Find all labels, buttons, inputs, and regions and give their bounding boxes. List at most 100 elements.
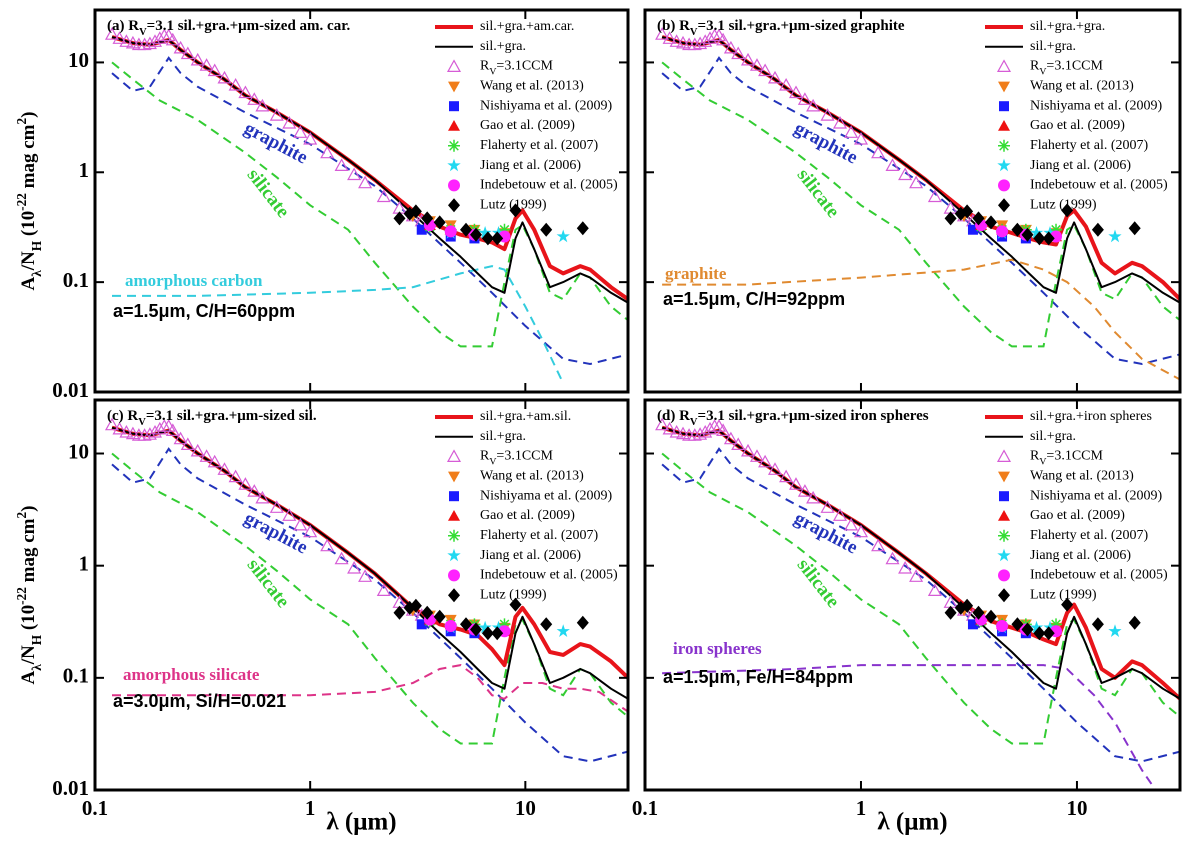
legend-label: Nishiyama et al. (2009) <box>1030 488 1163 503</box>
text-part: V <box>489 456 496 467</box>
data-point <box>944 605 957 620</box>
data-point <box>806 98 821 112</box>
legend-marker <box>449 101 459 112</box>
data-point <box>985 215 997 230</box>
data-point <box>702 421 718 435</box>
legend-marker <box>997 158 1011 172</box>
text-part: =3.1 sil.+gra.+μm-sized am. car. <box>147 18 351 34</box>
data-point <box>927 189 942 203</box>
legend-label: sil.+gra. <box>480 429 526 444</box>
text-part: R <box>480 449 490 464</box>
text-part: =3.1 sil.+gra.+μm-sized iron spheres <box>698 408 929 424</box>
legend-label: Wang et al. (2013) <box>1030 469 1134 484</box>
plot-area <box>104 417 628 763</box>
text-part: H <box>29 240 44 251</box>
component-label: amorphous carbon <box>125 271 263 290</box>
data-point <box>576 615 589 630</box>
data-point <box>152 421 167 435</box>
y-tick-label: 0.1 <box>63 664 89 688</box>
y-axis-label: Aλ/NH (10-22 mag cm2) <box>14 111 44 290</box>
panel-title: (a) RV=3.1 sil.+gra.+μm-sized am. car. <box>107 18 350 37</box>
component-label: iron spheres <box>673 639 762 658</box>
data-point <box>687 37 702 51</box>
data-point <box>393 605 406 620</box>
component-curve <box>111 56 628 366</box>
text-part: R <box>1030 449 1040 464</box>
data-point <box>675 35 691 49</box>
component-curve <box>661 452 1180 745</box>
data-point <box>871 538 886 552</box>
y-axis-label: Aλ/NH (10-22 mag cm2) <box>14 505 44 684</box>
data-point <box>540 617 553 632</box>
text-part: (10 <box>18 605 39 635</box>
data-point <box>125 426 140 440</box>
data-point <box>961 204 974 219</box>
data-point <box>740 443 756 457</box>
data-point <box>1061 203 1074 218</box>
data-point <box>269 108 284 121</box>
data-point <box>820 500 835 513</box>
text-part: mag cm <box>18 124 39 193</box>
data-point <box>165 423 180 436</box>
data-point <box>217 70 232 84</box>
legend-label: Gao et al. (2009) <box>1030 508 1125 523</box>
legend-marker <box>447 158 461 172</box>
data-point <box>416 619 427 630</box>
data-point <box>376 189 391 203</box>
data-point <box>334 158 349 171</box>
legend-label: Gao et al. (2009) <box>480 508 575 523</box>
component-curve <box>661 61 1180 348</box>
legend-marker <box>996 59 1012 73</box>
data-point <box>481 231 494 246</box>
legend-label: sil.+gra. <box>480 39 526 54</box>
model-curve <box>111 426 628 700</box>
data-point <box>909 569 924 582</box>
data-point <box>217 462 232 475</box>
legend-label: Indebetouw et al. (2005) <box>1030 178 1168 193</box>
x-axis-label: λ (μm) <box>326 809 396 836</box>
data-point <box>112 421 127 435</box>
legend-marker <box>998 198 1010 213</box>
data-point <box>662 421 677 435</box>
text-part: -22 <box>14 587 29 605</box>
data-point <box>655 27 670 40</box>
data-point <box>376 583 391 597</box>
data-point <box>269 500 284 513</box>
data-point <box>347 167 362 181</box>
data-point <box>491 231 504 246</box>
data-point <box>669 34 684 47</box>
legend-marker <box>998 120 1010 131</box>
legend-label: Flaherty et al. (2007) <box>1030 138 1149 153</box>
data-point <box>142 427 157 440</box>
component-curve <box>662 258 1180 381</box>
legend-label: sil.+gra.+iron spheres <box>1030 409 1152 424</box>
data-point <box>247 484 262 497</box>
data-point <box>1021 622 1034 637</box>
data-point <box>421 211 434 226</box>
legend-label: Wang et al. (2013) <box>480 79 584 94</box>
data-point <box>470 227 482 242</box>
panel-note: a=1.5μm, Fe/H=84ppm <box>663 667 853 687</box>
data-point <box>996 619 1009 632</box>
legend-marker <box>999 101 1009 112</box>
data-point <box>871 145 886 159</box>
data-point <box>885 158 900 171</box>
data-point <box>788 85 804 99</box>
data-point <box>207 63 222 77</box>
data-point <box>832 508 848 521</box>
data-point <box>1011 222 1024 237</box>
model-curve <box>111 36 628 304</box>
data-point <box>1050 223 1063 236</box>
text-part: V <box>690 417 698 428</box>
legend-label: Flaherty et al. (2007) <box>480 138 599 153</box>
data-point <box>853 131 869 145</box>
data-point <box>844 125 859 138</box>
data-point <box>142 36 157 50</box>
legend-label: Lutz (1999) <box>1030 197 1097 212</box>
data-point <box>1011 617 1024 632</box>
legend-label: sil.+gra.+gra. <box>1030 19 1105 34</box>
data-point <box>491 626 504 641</box>
data-point <box>152 31 167 44</box>
text-part: A <box>18 277 39 291</box>
legend-marker <box>446 59 462 73</box>
